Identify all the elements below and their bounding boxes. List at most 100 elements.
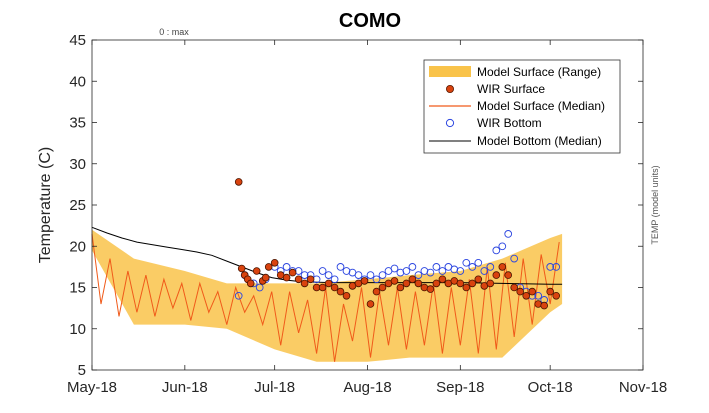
wir-bottom-point [486,263,495,271]
right-axis-label: TEMP (model units) [650,165,660,244]
wir-surface-point [252,267,261,275]
legend: Model Surface (Range) WIR Surface Model … [423,59,621,154]
wir-bottom-point [354,271,363,279]
wir-surface-point [462,283,471,292]
legend-range-swatch [429,66,471,77]
wir-bottom-point [474,258,483,267]
wir-surface-point [324,279,333,288]
wir-surface-point [408,275,417,284]
wir-bottom-point [402,267,411,275]
y-tick-label: 45 [69,32,86,49]
y-tick-label: 20 [69,238,86,255]
wir-surface-point [294,275,303,284]
wir-bottom-point [366,271,375,279]
wir-bottom-point [234,291,243,300]
wir-surface-point [552,291,560,300]
wir-surface-point [498,263,507,271]
x-tick-label: Sep-18 [436,379,484,396]
wir-bottom-point [390,264,399,273]
wir-bottom-point [456,267,465,275]
wir-surface-point [336,287,345,296]
wir-surface-point [342,291,351,300]
wir-surface-point [234,178,243,186]
wir-bottom-point [255,283,264,292]
wir-surface-point [300,279,309,288]
wir-surface-point [237,264,246,273]
wir-bottom-point [396,268,405,277]
x-tick-label: May-18 [67,379,117,396]
x-tick-label: Nov-18 [619,379,667,396]
wir-bottom-point [504,230,513,238]
wir-surface-point [282,273,291,282]
wir-surface-point [372,287,381,296]
legend-surface-median-label: Model Surface (Median) [477,99,605,113]
wir-bottom-point [552,263,561,271]
y-tick-label: 5 [78,362,86,379]
y-tick-label: 40 [69,73,86,90]
wir-surface-point [432,279,441,288]
wir-bottom-point [318,267,327,275]
wir-bottom-point [300,271,309,279]
wir-bottom-point [330,275,339,284]
wir-surface-point [270,258,279,267]
wir-bottom-point [462,258,471,267]
wir-bottom-point [546,263,555,271]
wir-surface-point [426,285,435,293]
wir-bottom-point [414,271,423,279]
chart-title: COMO [339,10,401,32]
legend-wir-surface-marker [445,85,454,94]
wir-surface-point [438,275,447,284]
wir-surface-point [504,271,513,279]
top-note: 0 : max [159,27,189,37]
wir-surface-point [540,301,548,310]
wir-surface-point [414,279,423,288]
x-tick-label: Oct-18 [528,379,573,396]
legend-wir-bottom-marker [445,118,455,128]
x-tick-label: Aug-18 [343,379,391,396]
wir-surface-point [456,279,465,288]
wir-bottom-point [408,263,417,271]
wir-bottom-point [450,265,459,274]
wir-surface-point [318,283,327,292]
wir-surface-point [510,283,519,292]
wir-surface-point [288,268,297,277]
wir-surface-point [378,283,387,292]
wir-surface-point [360,277,369,285]
wir-bottom-point [282,263,291,271]
wir-bottom-point [480,267,489,275]
legend-wir-surface-label: WIR Surface [477,82,545,96]
y-tick-label: 35 [69,115,86,132]
wir-bottom-point [336,263,345,271]
wir-bottom-point [372,275,381,284]
wir-surface-point [492,271,501,279]
wir-bottom-point [534,291,543,300]
wir-bottom-point [492,246,501,255]
wir-surface-point [246,279,255,288]
axes: 5 10 15 20 25 30 35 40 45 May-18 Jun-18 Jul-18 Aug-1… [67,32,667,396]
wir-surface-point [468,279,477,288]
wir-surface-point [522,291,530,300]
wir-bottom-point [432,263,441,271]
wir-bottom-point [342,267,351,275]
wir-surface-point [330,283,339,292]
y-axis-label: Temperature (C) [37,147,54,263]
wir-surface-point [516,287,524,296]
legend-wir-bottom-label: WIR Bottom [477,116,542,130]
legend-bottom-median-label: Model Bottom (Median) [477,134,602,148]
wir-bottom-point [438,267,447,275]
wir-surface-point [474,275,483,284]
wir-surface-point [396,283,405,292]
wir-surface-point [366,300,375,308]
wir-surface-point [261,273,270,282]
wir-surface-point [390,277,399,285]
wir-bottom-point [468,263,477,271]
wir-surface-point [546,287,554,296]
x-tick-label: Jul-18 [254,379,295,396]
y-tick-label: 10 [69,321,86,338]
wir-bottom-point [420,267,429,275]
legend-range-label: Model Surface (Range) [477,65,601,79]
wir-surface-point [402,279,411,288]
x-tick-label: Jun-18 [162,379,208,396]
wir-bottom-point [510,254,519,263]
